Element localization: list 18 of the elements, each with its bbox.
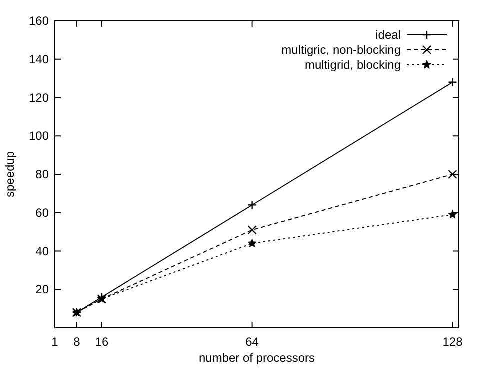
x-axis-title: number of processors (198, 351, 316, 365)
y-tick-label: 40 (36, 244, 50, 258)
x-tick-label: 128 (442, 335, 464, 349)
y-tick-label: 120 (28, 90, 50, 105)
y-tick-label: 160 (28, 14, 50, 28)
y-axis-title: speedup (3, 151, 17, 198)
y-tick-label: 80 (36, 168, 50, 182)
legend-label: ideal (376, 28, 401, 42)
x-tick-label: 1 (52, 335, 59, 349)
x-tick-label: 16 (95, 335, 109, 349)
x-tick-label: 64 (246, 335, 260, 349)
y-tick-label: 140 (28, 52, 50, 66)
y-tick-label: 100 (28, 129, 50, 144)
legend-label: multigric, non-blocking (282, 43, 401, 57)
y-tick-label: 60 (36, 206, 50, 220)
legend-label: multigrid, blocking (304, 58, 401, 72)
x-tick-label: 8 (74, 335, 81, 349)
y-tick-label: 20 (36, 282, 50, 297)
